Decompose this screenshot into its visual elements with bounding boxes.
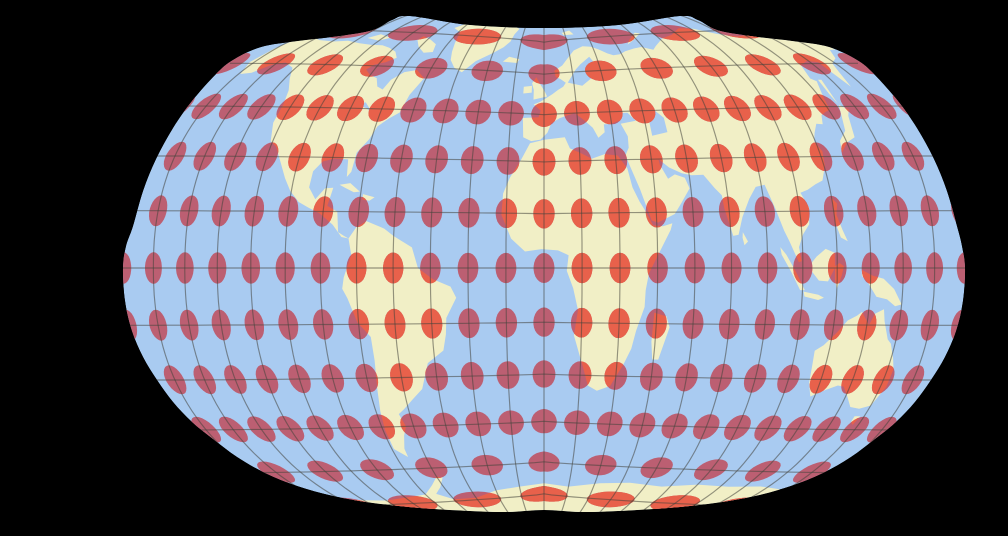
landmass: [339, 183, 360, 193]
landmass: [367, 34, 391, 41]
meridian--150: [184, 16, 403, 513]
landmass: [259, 476, 811, 513]
hudson-james: [381, 79, 383, 90]
meridian-150: [685, 16, 904, 513]
meridian--60: [392, 16, 485, 513]
landmass: [803, 291, 824, 300]
meridian-30: [573, 16, 621, 513]
landmass: [502, 56, 520, 63]
landmass: [742, 232, 748, 246]
meridian-135: [672, 16, 872, 513]
landmass: [818, 79, 838, 104]
landmass: [240, 36, 425, 239]
meridian--75: [355, 16, 471, 513]
meridian--90: [319, 16, 456, 513]
meridian-120: [659, 16, 838, 513]
meridian--15: [505, 18, 530, 513]
world-map: [40, 16, 1008, 520]
meridian--105: [284, 16, 442, 513]
landmass: [838, 104, 855, 153]
meridian-105: [646, 16, 804, 513]
meridian--30: [467, 16, 515, 513]
tissot-world-map-figure: [40, 16, 1008, 520]
landmass: [532, 77, 548, 100]
landmass: [523, 85, 532, 94]
meridian--120: [250, 16, 429, 513]
meridian-75: [617, 16, 733, 513]
meridian-15: [558, 18, 583, 513]
map-area: [122, 16, 966, 513]
meridian--45: [429, 16, 500, 513]
meridian-90: [632, 16, 769, 513]
landmass: [417, 36, 436, 53]
meridian-45: [588, 16, 659, 513]
meridian--135: [216, 16, 416, 513]
meridian-60: [603, 16, 696, 513]
